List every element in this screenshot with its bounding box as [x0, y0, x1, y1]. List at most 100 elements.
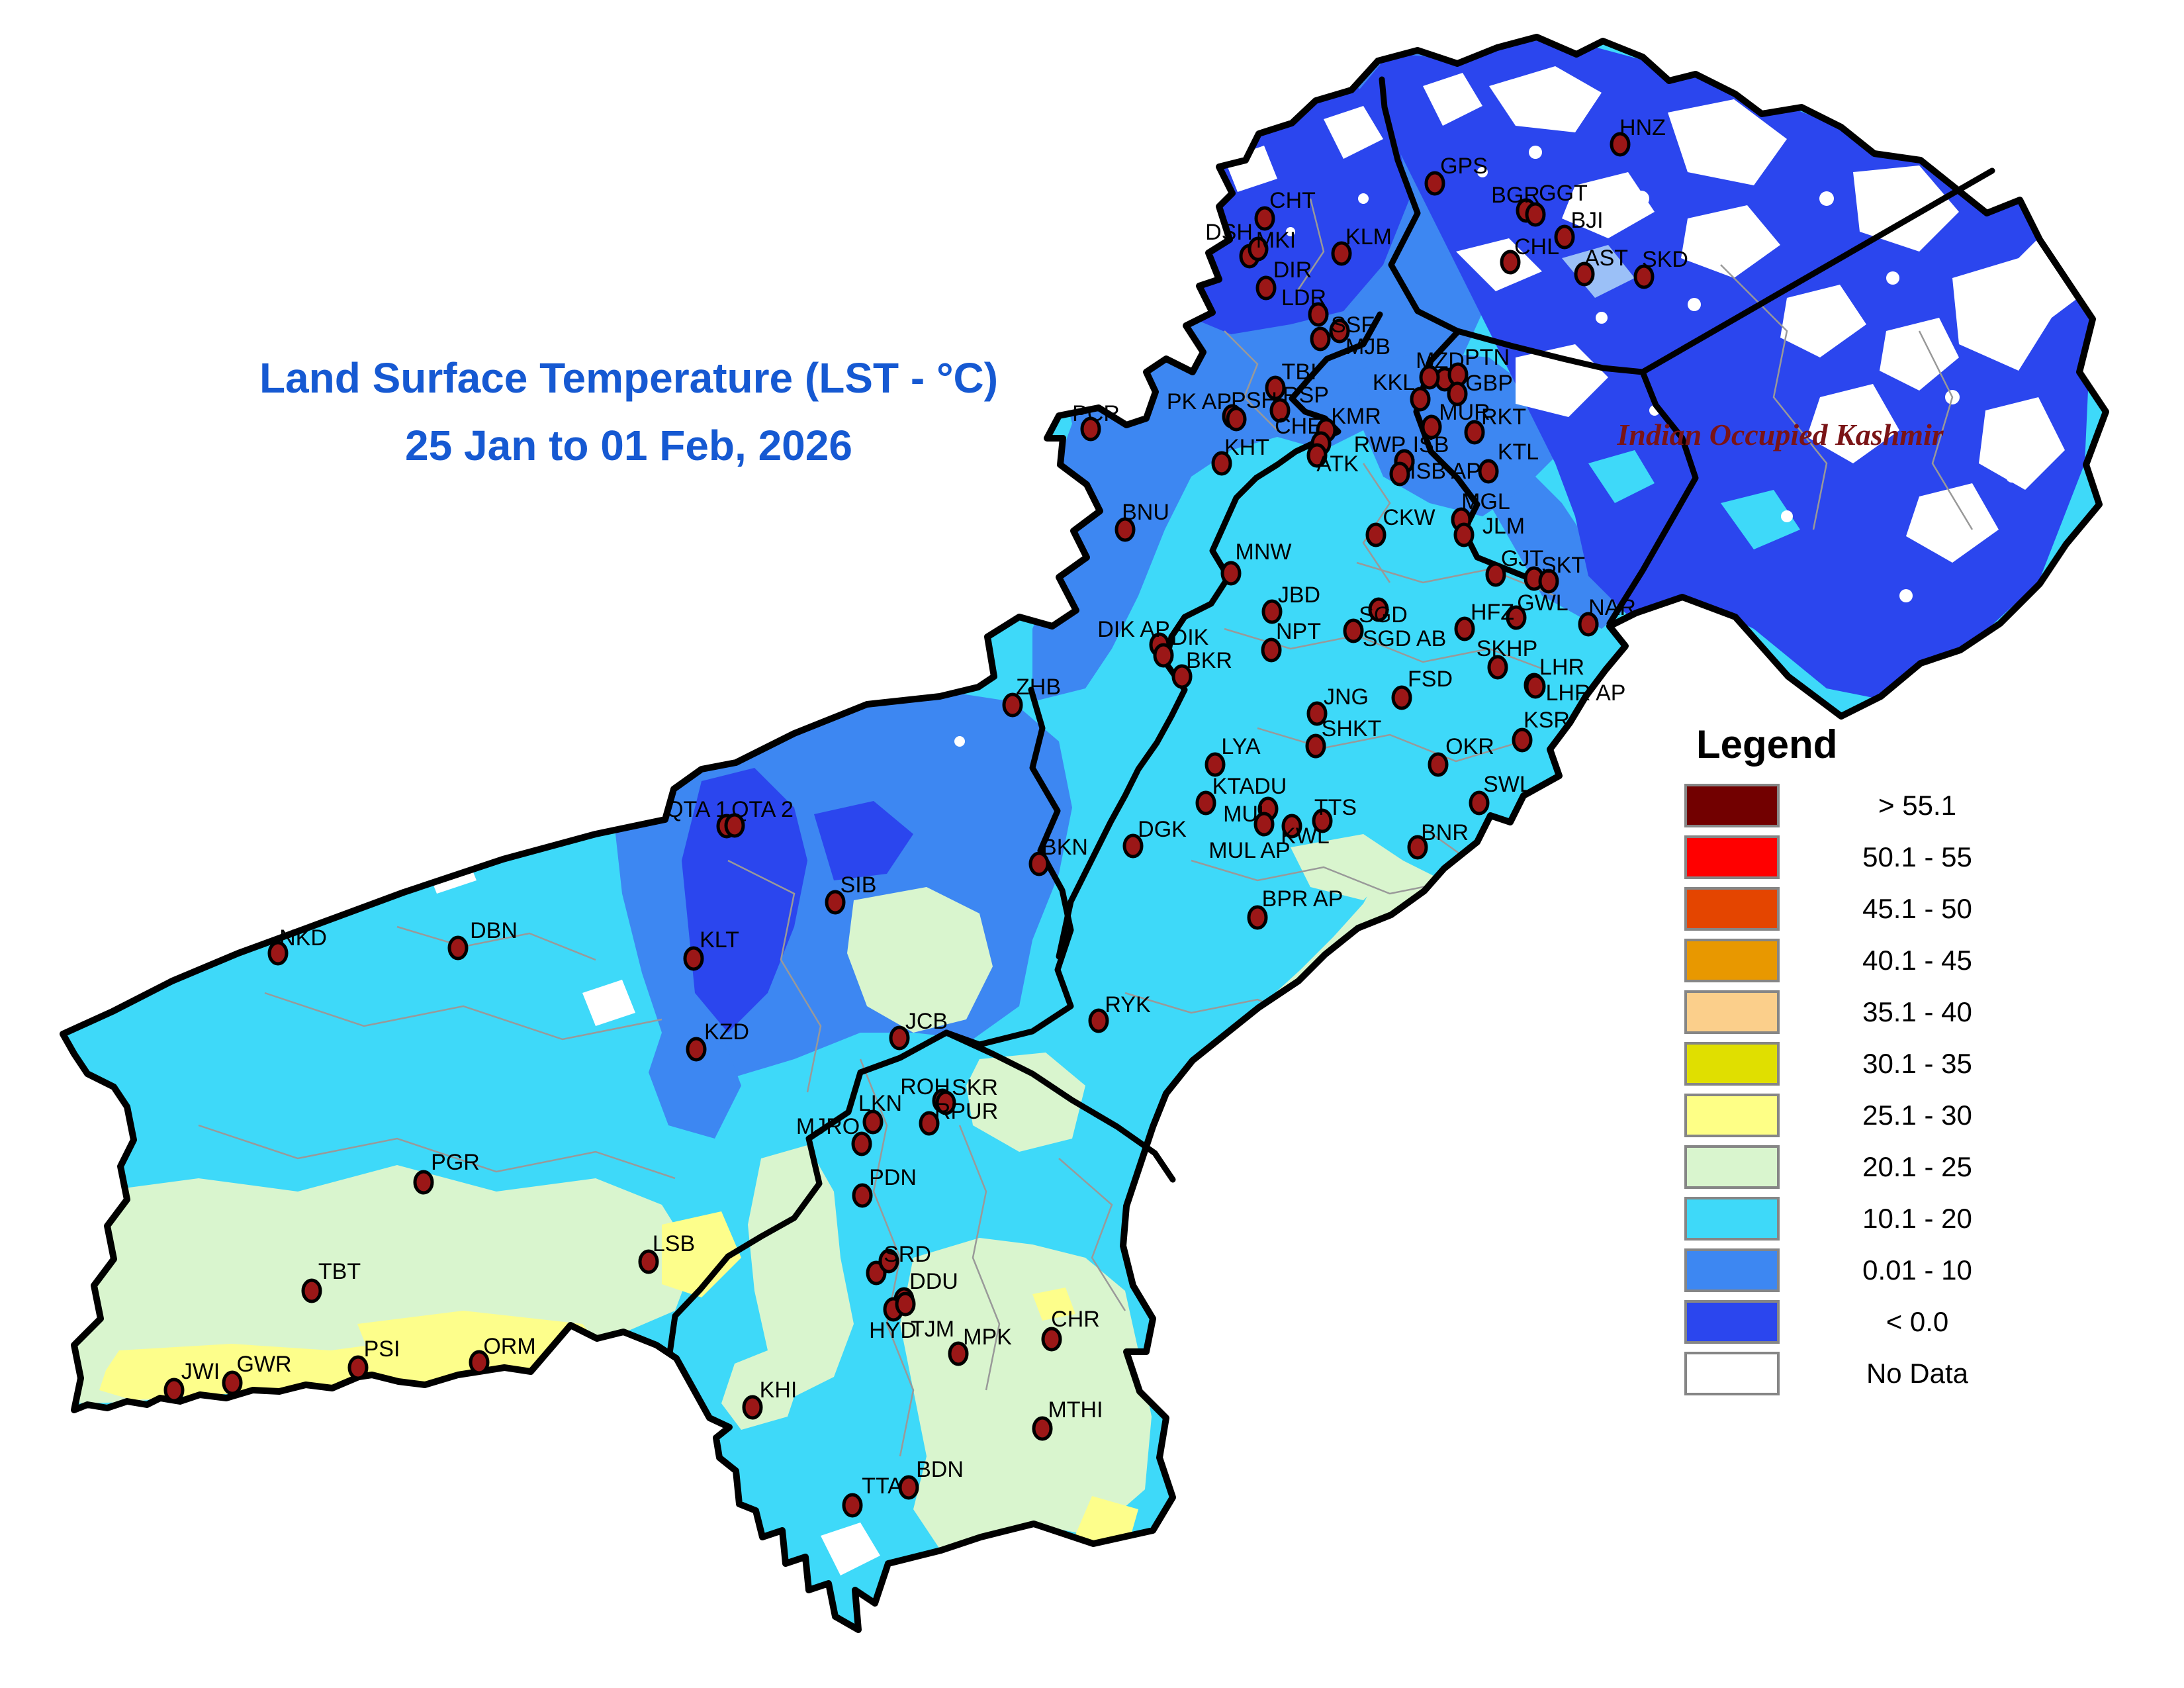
station-label: MJB — [1345, 334, 1390, 359]
station-label: KTL — [1498, 440, 1539, 465]
station-label: BDN — [916, 1457, 964, 1482]
legend-label: 0.01 - 10 — [1862, 1254, 1972, 1286]
station-dot — [683, 946, 704, 971]
station-label: DSH — [1205, 220, 1253, 245]
station-label: DBN — [470, 918, 518, 943]
station-dot — [852, 1183, 873, 1208]
map-title-line1: Land Surface Temperature (LST - °C) — [259, 354, 999, 402]
station-dot — [1407, 835, 1428, 860]
legend-item: 30.1 - 35 — [1684, 1042, 2055, 1086]
legend-label: No Data — [1866, 1358, 1969, 1389]
station-label: PGR — [431, 1150, 480, 1175]
station-dot — [1041, 1327, 1062, 1352]
station-dot — [1506, 605, 1527, 630]
station-dot — [1195, 790, 1216, 816]
station-dot — [1574, 261, 1595, 287]
station-dot — [1115, 517, 1136, 542]
station-label: SIB — [841, 872, 877, 898]
station-label: SSF — [1331, 312, 1375, 338]
station-dot — [1211, 451, 1232, 476]
map-title: Land Surface Temperature (LST - °C) 25 J… — [199, 344, 1059, 480]
station-label: MUR — [1439, 400, 1490, 425]
station-label: SGD — [1359, 602, 1408, 628]
station-dot — [1028, 851, 1050, 876]
station-label: LSB — [653, 1231, 695, 1256]
station-dot — [1253, 812, 1275, 837]
station-dot — [469, 1350, 490, 1375]
station-label: PK AP — [1167, 389, 1232, 414]
station-label: SKT — [1541, 553, 1585, 578]
station-label: TBT — [318, 1259, 361, 1284]
station-label: KZD — [704, 1019, 749, 1045]
legend-label: 50.1 - 55 — [1862, 841, 1972, 872]
station-label: GWR — [236, 1352, 291, 1377]
station-label: BKN — [1042, 835, 1088, 860]
station-label: ZHB — [1016, 675, 1061, 700]
station-dot — [301, 1278, 322, 1303]
station-dot — [935, 1090, 956, 1115]
station-label: MKI — [1256, 228, 1296, 253]
legend-swatch — [1684, 1145, 1780, 1189]
station-dot — [724, 813, 745, 838]
station-dot — [1306, 443, 1328, 468]
station-dot — [878, 1248, 899, 1274]
station-label: GJT — [1501, 546, 1543, 571]
station-label: SGD AB — [1363, 626, 1447, 651]
station-label: MTHI — [1048, 1397, 1103, 1423]
map-title-line2: 25 Jan to 01 Feb, 2026 — [405, 422, 852, 470]
station-label: PTN — [1465, 345, 1510, 370]
station-label: LHR AP — [1546, 680, 1626, 706]
station-label: KLM — [1345, 224, 1392, 250]
station-dot — [1419, 365, 1440, 390]
country-outline — [60, 34, 2109, 1633]
station-label: RYK — [1105, 992, 1151, 1017]
station-label: HYD — [869, 1318, 917, 1343]
kashmir-region-label: Indian Occupied Kashmir — [1617, 418, 1944, 451]
station-label: ATK — [1316, 451, 1359, 477]
station-label: BJI — [1570, 208, 1603, 233]
station-label: DIK — [1171, 625, 1209, 650]
station-dot — [1306, 701, 1328, 726]
legend-item: 10.1 - 20 — [1684, 1197, 2055, 1241]
station-label: TTS — [1314, 795, 1357, 820]
station-label: ISB — [1413, 432, 1449, 457]
station-dot — [1281, 814, 1302, 839]
legend-item: > 55.1 — [1684, 784, 2055, 827]
station-dot — [1329, 318, 1350, 344]
station-dot — [1032, 1416, 1053, 1441]
legend: Legend > 55.1 50.1 - 55 45.1 - 50 40.1 - 45… — [1684, 722, 2055, 1405]
station-label: KTADU — [1212, 774, 1287, 799]
station-label: NPT — [1276, 619, 1321, 644]
station-label: PSH — [1231, 388, 1277, 413]
legend-swatch — [1684, 1197, 1780, 1241]
station-label: BNR — [1421, 820, 1469, 845]
station-dot — [1254, 206, 1275, 231]
station-label: KMR — [1331, 404, 1381, 429]
station-label: GPS — [1440, 154, 1488, 179]
station-label: PCR — [1072, 401, 1120, 426]
station-label: DDU — [909, 1269, 958, 1294]
station-label: CHR — [1051, 1307, 1100, 1332]
station-label: TBI — [1282, 359, 1317, 385]
station-label: GBP — [1465, 371, 1513, 396]
legend-item: 45.1 - 50 — [1684, 887, 2055, 931]
station-label: JBD — [1278, 583, 1320, 608]
station-label: SKR — [952, 1075, 998, 1100]
legend-swatch — [1684, 1042, 1780, 1086]
legend-label: 45.1 - 50 — [1862, 893, 1972, 924]
station-label: QTA 2 — [731, 797, 794, 822]
station-label: SKHP — [1477, 636, 1538, 661]
station-label: MGL — [1461, 489, 1510, 514]
station-dot — [1453, 522, 1475, 547]
station-dot — [1002, 692, 1023, 718]
station-label: BNU — [1122, 500, 1169, 525]
station-label: RPUR — [934, 1099, 998, 1124]
station-label: KHI — [760, 1378, 797, 1403]
station-dot — [1610, 132, 1631, 157]
station-dot — [1447, 381, 1468, 406]
station-dot — [1261, 599, 1283, 624]
legend-item: 25.1 - 30 — [1684, 1094, 2055, 1137]
station-dot — [1248, 236, 1269, 261]
station-dot — [1205, 752, 1226, 777]
station-dot — [842, 1493, 863, 1518]
